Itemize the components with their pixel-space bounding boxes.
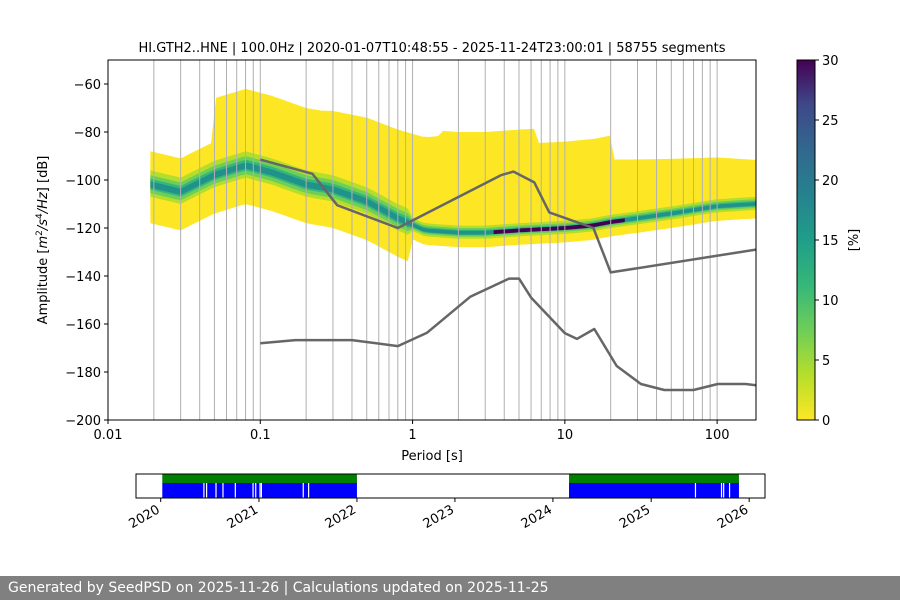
y-tick-label: −80: [74, 126, 101, 141]
data-gap: [215, 483, 217, 498]
data-availability-timeline: 2020 2021 2022 2023 2024 2025 2026: [127, 473, 766, 532]
x-tick-label: 100: [705, 428, 730, 443]
data-gap: [255, 483, 257, 498]
ppsd-figure: HI.GTH2..HNE | 100.0Hz | 2020-01-07T10:4…: [35, 41, 862, 532]
y-tick-label: −100: [65, 174, 101, 189]
timeline-tick-label: 2023: [421, 502, 457, 532]
timeline-tick-label: 2025: [617, 502, 653, 532]
timeline-tick-label: 2024: [519, 502, 555, 532]
data-gap: [308, 483, 310, 498]
nhnm-line: [259, 158, 756, 274]
nlnm-line: [260, 277, 756, 392]
ylabel-part: m: [36, 236, 51, 249]
data-gap: [723, 483, 725, 498]
timeline-ticks: 2020 2021 2022 2023 2024 2025 2026: [127, 498, 751, 532]
plot-frame: [107, 59, 757, 421]
ylabel-part: ] [dB]: [36, 156, 51, 193]
density-peak: [493, 218, 625, 235]
data-gap: [728, 483, 731, 498]
colorbar-tick-label: 30: [822, 54, 839, 69]
x-axis-ticks: 0.01 0.1 1 10 100: [94, 420, 730, 443]
ylabel-part: Hz: [36, 191, 51, 209]
ylabel-part: Amplitude [: [36, 249, 51, 325]
density-band-core: [150, 162, 756, 235]
data-gap: [720, 483, 723, 498]
data-availability-bar: [569, 483, 739, 498]
probability-density: [150, 89, 756, 262]
y-axis-ticks: −60 −80 −100 −120 −140 −160 −180 −200: [65, 78, 108, 429]
data-gap: [260, 483, 262, 498]
colorbar: 0 5 10 15 20 25 30 [%]: [796, 54, 862, 429]
timeline-bars: [162, 474, 739, 498]
x-tick-label: 0.01: [94, 428, 123, 443]
x-tick-label: 10: [557, 428, 574, 443]
y-tick-label: −180: [65, 366, 101, 381]
psd-availability-bar: [569, 474, 739, 483]
data-gap: [302, 483, 304, 498]
psd-availability-bar: [162, 474, 357, 483]
colorbar-tick-label: 20: [822, 174, 839, 189]
data-gap: [206, 483, 208, 498]
colorbar-tick-label: 25: [822, 114, 839, 129]
data-gap: [252, 483, 254, 498]
timeline-frame: [135, 473, 766, 499]
x-axis-label: Period [s]: [401, 449, 463, 464]
data-gap: [694, 483, 697, 498]
data-gap: [259, 483, 261, 498]
noise-model-lines: [259, 158, 756, 392]
density-band-teal: [150, 159, 756, 236]
timeline-tick-label: 2022: [323, 502, 359, 532]
plot-area: 0.01 0.1 1 10 100 −60 −80 −100 −120 −140 −160 −180…: [65, 59, 757, 443]
y-tick-label: −60: [74, 78, 101, 93]
x-tick-label: 1: [408, 428, 416, 443]
y-tick-label: −140: [65, 270, 101, 285]
period-gridlines: [153, 60, 718, 420]
data-gap: [234, 483, 236, 498]
timeline-tick-label: 2021: [225, 502, 261, 532]
colorbar-tick-label: 10: [822, 294, 839, 309]
x-tick-label: 0.1: [250, 428, 271, 443]
ylabel-part: /: [36, 224, 51, 231]
data-gap: [203, 483, 205, 498]
timeline-tick-label: 2026: [715, 502, 751, 532]
data-gap: [222, 483, 224, 498]
y-tick-label: −160: [65, 318, 101, 333]
ylabel-part: /: [36, 207, 51, 214]
colorbar-ticks: 0 5 10 15 20 25 30: [815, 54, 839, 429]
ylabel-part: 4: [35, 213, 45, 219]
density-band-yellowgreen: [150, 151, 756, 239]
y-tick-label: −120: [65, 222, 101, 237]
chart-title: HI.GTH2..HNE | 100.0Hz | 2020-01-07T10:4…: [138, 41, 725, 56]
footer-credits: Generated by SeedPSD on 2025-11-26 | Cal…: [0, 576, 900, 600]
colorbar-label: [%]: [847, 229, 862, 252]
y-tick-label: −200: [65, 414, 101, 429]
density-band-green: [150, 156, 756, 237]
y-axis-label: Amplitude [m2/s4/Hz] [dB]: [35, 156, 51, 325]
ylabel-part: 2: [35, 230, 45, 236]
colorbar-tick-label: 0: [822, 414, 830, 429]
colorbar-tick-label: 5: [822, 354, 830, 369]
ylabel-part: s: [36, 219, 51, 226]
colorbar-gradient: [796, 59, 816, 421]
colorbar-tick-label: 15: [822, 234, 839, 249]
timeline-tick-label: 2020: [127, 502, 163, 532]
